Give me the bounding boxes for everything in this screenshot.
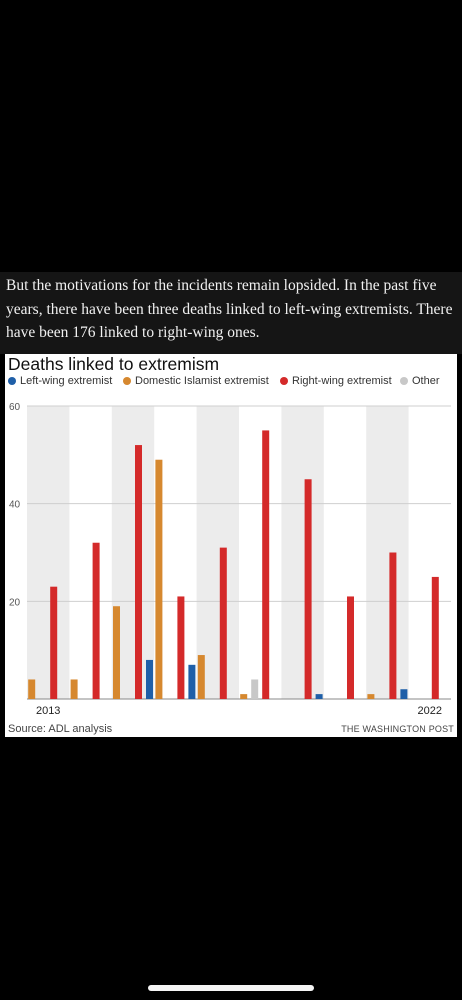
bar-2014-domestic-islamist-extremist (70, 679, 78, 699)
bar-2021-left-wing-extremist (400, 689, 408, 699)
bar-2020-right-wing-extremist (347, 596, 354, 699)
article-paragraph: But the motivations for the incidents re… (6, 277, 453, 341)
bar-2022-right-wing-extremist (431, 576, 439, 699)
y-tick-label-40: 40 (9, 500, 21, 511)
bar-2015-domestic-islamist-extremist (113, 606, 120, 699)
legend-dot-right-wing (280, 376, 288, 385)
home-indicator[interactable] (148, 985, 314, 991)
legend-item-domestic-islamist: Domestic Islamist extremist (123, 375, 269, 387)
chart-legend: Left-wing extremist Domestic Islamist ex… (8, 375, 454, 391)
legend-item-other: Other (400, 375, 440, 387)
bars (28, 430, 439, 699)
year-band-2013 (27, 406, 70, 699)
legend-label-right-wing: Right-wing extremist (292, 375, 392, 387)
bar-2016-domestic-islamist-extremist (155, 459, 163, 699)
bar-2021-domestic-islamist-extremist (367, 694, 375, 699)
chart-plot: 20 40 60 2013 2022 (9, 402, 451, 717)
y-tick-label-60: 60 (9, 402, 21, 413)
bar-2019-left-wing-extremist (315, 694, 323, 699)
chart-title: Deaths linked to extremism (8, 354, 220, 374)
bar-2016-left-wing-extremist (188, 664, 196, 699)
legend-label-other: Other (412, 375, 440, 387)
bar-2015-left-wing-extremist (146, 659, 153, 699)
x-axis-labels: 2013 2022 (36, 705, 442, 717)
legend-item-left-wing: Left-wing extremist (8, 375, 112, 387)
x-tick-label-2022: 2022 (418, 705, 442, 717)
bar-2013-right-wing-extremist (50, 586, 58, 699)
legend-dot-left-wing (8, 376, 16, 385)
x-tick-label-2013: 2013 (36, 705, 60, 717)
bar-2015-right-wing-extremist (135, 445, 142, 699)
bar-2021-right-wing-extremist (389, 552, 397, 699)
year-band-2021 (366, 406, 409, 699)
bar-2017-right-wing-extremist (219, 547, 227, 699)
bar-2018-other (251, 679, 259, 699)
credit-note: THE WASHINGTON POST (341, 724, 454, 734)
legend-item-right-wing: Right-wing extremist (280, 375, 392, 387)
y-tick-label-20: 20 (9, 597, 21, 608)
bar-2016-right-wing-extremist (177, 596, 185, 699)
legend-label-left-wing: Left-wing extremist (20, 375, 113, 387)
year-band-2019 (281, 406, 324, 699)
article-block: But the motivations for the incidents re… (0, 272, 462, 354)
legend-dot-domestic-islamist (123, 376, 131, 385)
chart-card: Deaths linked to extremism Left-wing ext… (5, 354, 457, 737)
bar-2018-domestic-islamist-extremist (240, 694, 248, 699)
year-band-2017 (196, 406, 239, 699)
source-note: Source: ADL analysis (8, 723, 113, 735)
bar-2018-right-wing-extremist (262, 430, 270, 699)
bar-2017-domestic-islamist-extremist (197, 655, 205, 699)
bar-2014-right-wing-extremist (92, 542, 100, 699)
bar-2013-domestic-islamist-extremist (28, 679, 36, 699)
legend-dot-other (400, 376, 408, 385)
bar-2019-right-wing-extremist (304, 479, 312, 699)
y-axis-labels: 20 40 60 (9, 402, 21, 608)
legend-label-domestic-islamist: Domestic Islamist extremist (135, 375, 269, 387)
